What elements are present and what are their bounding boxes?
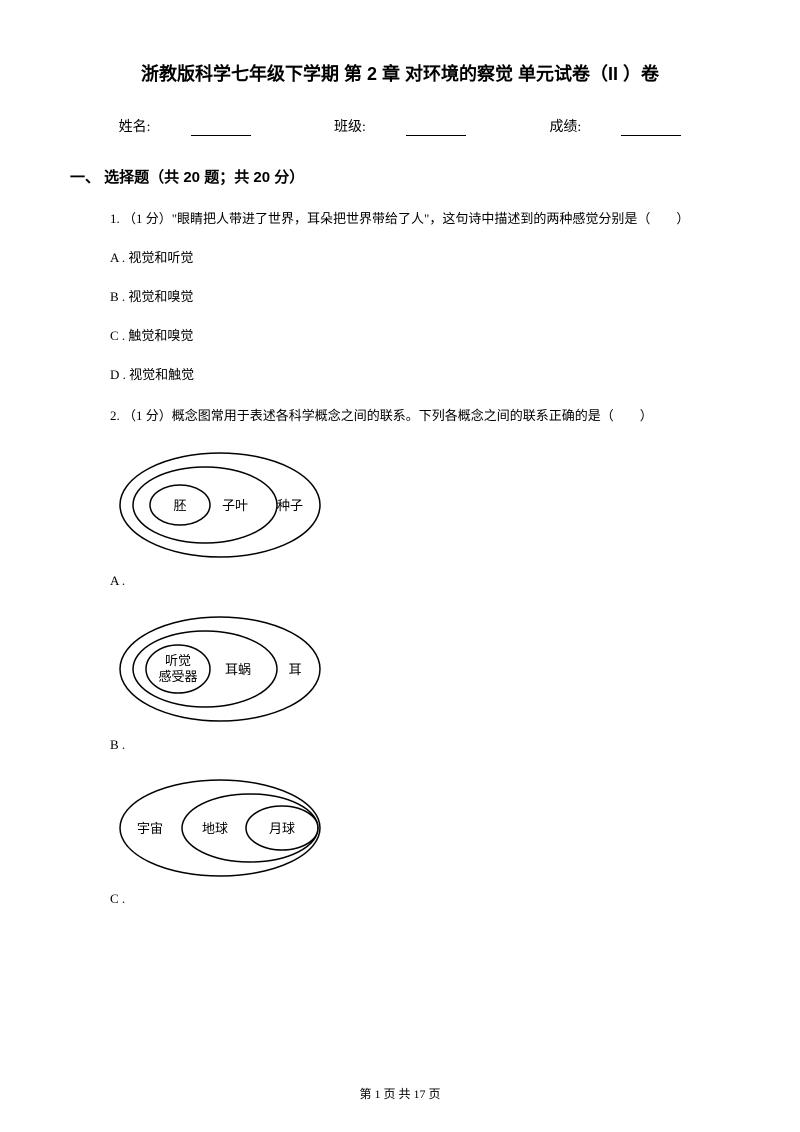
exam-title: 浙教版科学七年级下学期 第 2 章 对环境的察觉 单元试卷（II ）卷 [70,60,730,86]
q2-label-a: A . [110,573,730,589]
q2-label-c: C . [110,891,730,907]
name-blank [191,135,251,136]
question-1-text: 1. （1 分）"眼睛把人带进了世界，耳朵把世界带给了人"，这句诗中描述到的两种… [70,207,730,230]
class-label: 班级: [334,120,366,135]
q2-option-c: 宇宙 地球 月球 C . [70,773,730,907]
score-label: 成绩: [549,120,581,135]
q2-option-a: 胚 子叶 种子 A . [70,445,730,589]
diagram-b-middle-text: 耳蜗 [225,662,251,677]
score-field: 成绩: [529,120,701,135]
diagram-b-outer-text: 耳 [288,662,301,677]
diagram-a-outer-text: 种子 [277,498,303,513]
diagram-b-inner-text1: 听觉 [165,653,191,668]
concept-diagram-a: 胚 子叶 种子 [110,445,330,565]
q1-option-b: B . 视觉和嗅觉 [70,287,730,308]
page-footer: 第 1 页 共 17 页 [0,1085,800,1102]
student-info-row: 姓名: 班级: 成绩: [70,116,730,136]
q2-option-b: 听觉 感受器 耳蜗 耳 B . [70,609,730,753]
q1-option-c: C . 触觉和嗅觉 [70,326,730,347]
diagram-c-middle-text: 地球 [202,821,228,836]
name-field: 姓名: [99,120,274,135]
diagram-c-outer-text: 宇宙 [137,821,163,836]
diagram-a-middle-text: 子叶 [222,498,248,513]
class-field: 班级: [314,120,489,135]
question-2-text: 2. （1 分）概念图常用于表述各科学概念之间的联系。下列各概念之间的联系正确的… [70,404,730,427]
q2-label-b: B . [110,737,730,753]
concept-diagram-c: 宇宙 地球 月球 [110,773,330,883]
concept-diagram-b: 听觉 感受器 耳蜗 耳 [110,609,330,729]
section-1-header: 一、 选择题（共 20 题；共 20 分） [70,166,730,187]
class-blank [406,135,466,136]
name-label: 姓名: [119,120,151,135]
diagram-b-inner-text2: 感受器 [158,669,197,684]
q1-option-a: A . 视觉和听觉 [70,248,730,269]
score-blank [621,135,681,136]
diagram-a-inner-text: 胚 [173,498,186,513]
diagram-c-inner-text: 月球 [269,821,295,836]
q1-option-d: D . 视觉和触觉 [70,365,730,386]
